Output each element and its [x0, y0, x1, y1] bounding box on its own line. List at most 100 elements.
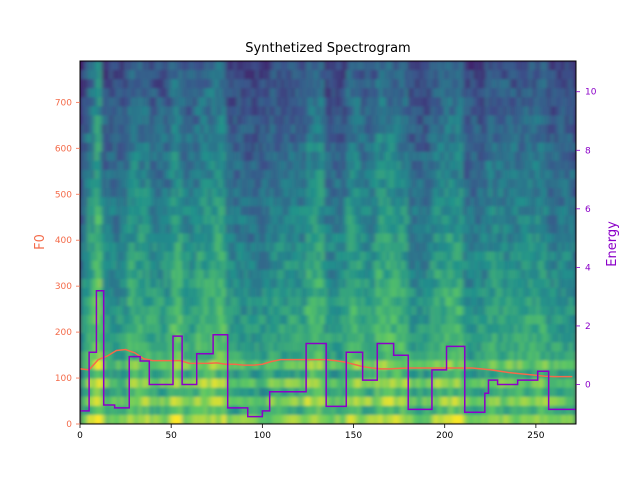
spectrogram-cell — [229, 387, 234, 398]
spectrogram-cell — [236, 133, 242, 144]
spectrogram-cell — [273, 306, 278, 316]
spectrogram-cell — [276, 369, 282, 380]
spectrogram-cell — [138, 224, 143, 235]
spectrogram-cell — [459, 169, 464, 180]
spectrogram-cell — [503, 351, 508, 362]
spectrogram-cell — [419, 306, 424, 316]
spectrogram-cell — [280, 169, 285, 180]
spectrogram-cell — [306, 296, 311, 307]
spectrogram-cell — [222, 387, 227, 398]
spectrogram-cell — [152, 88, 158, 98]
spectrogram-cell — [196, 306, 201, 316]
spectrogram-cell — [379, 287, 384, 298]
spectrogram-cell — [499, 88, 504, 98]
spectrogram-cell — [273, 260, 278, 271]
spectrogram-cell — [503, 414, 508, 424]
spectrogram-cell — [90, 188, 96, 198]
spectrogram-cell — [123, 360, 129, 371]
spectrogram-cell — [375, 142, 380, 153]
spectrogram-cell — [328, 405, 333, 416]
spectrogram-cell — [196, 378, 201, 389]
spectrogram-cell — [236, 306, 242, 316]
spectrogram-cell — [441, 169, 446, 180]
spectrogram-cell — [211, 315, 216, 325]
spectrogram-cell — [466, 188, 471, 198]
spectrogram-cell — [109, 287, 114, 298]
spectrogram-cell — [167, 342, 172, 352]
spectrogram-cell — [247, 405, 253, 416]
spectrogram-cell — [521, 124, 526, 135]
spectrogram-cell — [142, 224, 147, 235]
spectrogram-cell — [298, 405, 304, 416]
spectrogram-cell — [291, 315, 296, 325]
spectrogram-cell — [87, 269, 92, 280]
spectrogram-cell — [448, 106, 453, 117]
spectrogram-cell — [138, 287, 143, 298]
spectrogram-cell — [211, 151, 216, 162]
spectrogram-cell — [298, 278, 304, 289]
spectrogram-cell — [433, 269, 439, 280]
spectrogram-cell — [200, 360, 205, 371]
spectrogram-cell — [149, 396, 154, 407]
spectrogram-cell — [214, 233, 220, 244]
spectrogram-cell — [87, 197, 92, 207]
spectrogram-cell — [156, 287, 161, 298]
spectrogram-cell — [411, 351, 417, 362]
spectrogram-cell — [444, 287, 449, 298]
spectrogram-cell — [357, 215, 362, 225]
spectrogram-cell — [470, 278, 475, 289]
spectrogram-cell — [240, 287, 245, 298]
spectrogram-cell — [433, 369, 439, 380]
spectrogram-cell — [357, 169, 362, 180]
spectrogram-cell — [152, 70, 158, 80]
spectrogram-cell — [163, 333, 169, 343]
spectrogram-cell — [306, 151, 311, 162]
spectrogram-cell — [287, 215, 293, 225]
spectrogram-cell — [393, 342, 398, 352]
spectrogram-cell — [306, 387, 311, 398]
spectrogram-cell — [156, 269, 161, 280]
spectrogram-cell — [426, 160, 431, 171]
spectrogram-cell — [375, 333, 380, 343]
spectrogram-cell — [441, 315, 446, 325]
spectrogram-cell — [266, 124, 271, 135]
spectrogram-cell — [167, 70, 172, 80]
spectrogram-cell — [488, 79, 493, 89]
spectrogram-cell — [163, 387, 169, 398]
spectrogram-cell — [349, 188, 355, 198]
spectrogram-cell — [342, 278, 347, 289]
spectrogram-cell — [503, 251, 508, 262]
spectrogram-cell — [506, 233, 511, 244]
spectrogram-column — [196, 61, 201, 424]
spectrogram-cell — [200, 142, 205, 153]
spectrogram-cell — [514, 197, 519, 207]
spectrogram-cell — [408, 61, 413, 71]
spectrogram-cell — [481, 188, 486, 198]
spectrogram-cell — [134, 97, 139, 107]
spectrogram-cell — [360, 97, 366, 107]
spectrogram-cell — [503, 188, 508, 198]
spectrogram-cell — [174, 61, 180, 71]
spectrogram-cell — [273, 342, 278, 352]
spectrogram-cell — [247, 142, 253, 153]
spectrogram-cell — [349, 260, 355, 271]
spectrogram-cell — [430, 333, 435, 343]
spectrogram-cell — [214, 351, 220, 362]
spectrogram-cell — [120, 369, 125, 380]
spectrogram-cell — [200, 61, 205, 71]
spectrogram-cell — [233, 224, 238, 235]
spectrogram-cell — [163, 97, 169, 107]
spectrogram-cell — [134, 70, 139, 80]
spectrogram-cell — [353, 351, 358, 362]
spectrogram-cell — [105, 133, 110, 144]
spectrogram-cell — [244, 206, 249, 216]
spectrogram-cell — [320, 342, 325, 352]
spectrogram-cell — [477, 115, 482, 126]
spectrogram-cell — [426, 378, 431, 389]
spectrogram-cell — [149, 296, 154, 307]
spectrogram-cell — [211, 360, 216, 371]
spectrogram-cell — [160, 342, 165, 352]
spectrogram-cell — [510, 351, 515, 362]
spectrogram-cell — [131, 378, 136, 389]
spectrogram-cell — [521, 342, 526, 352]
